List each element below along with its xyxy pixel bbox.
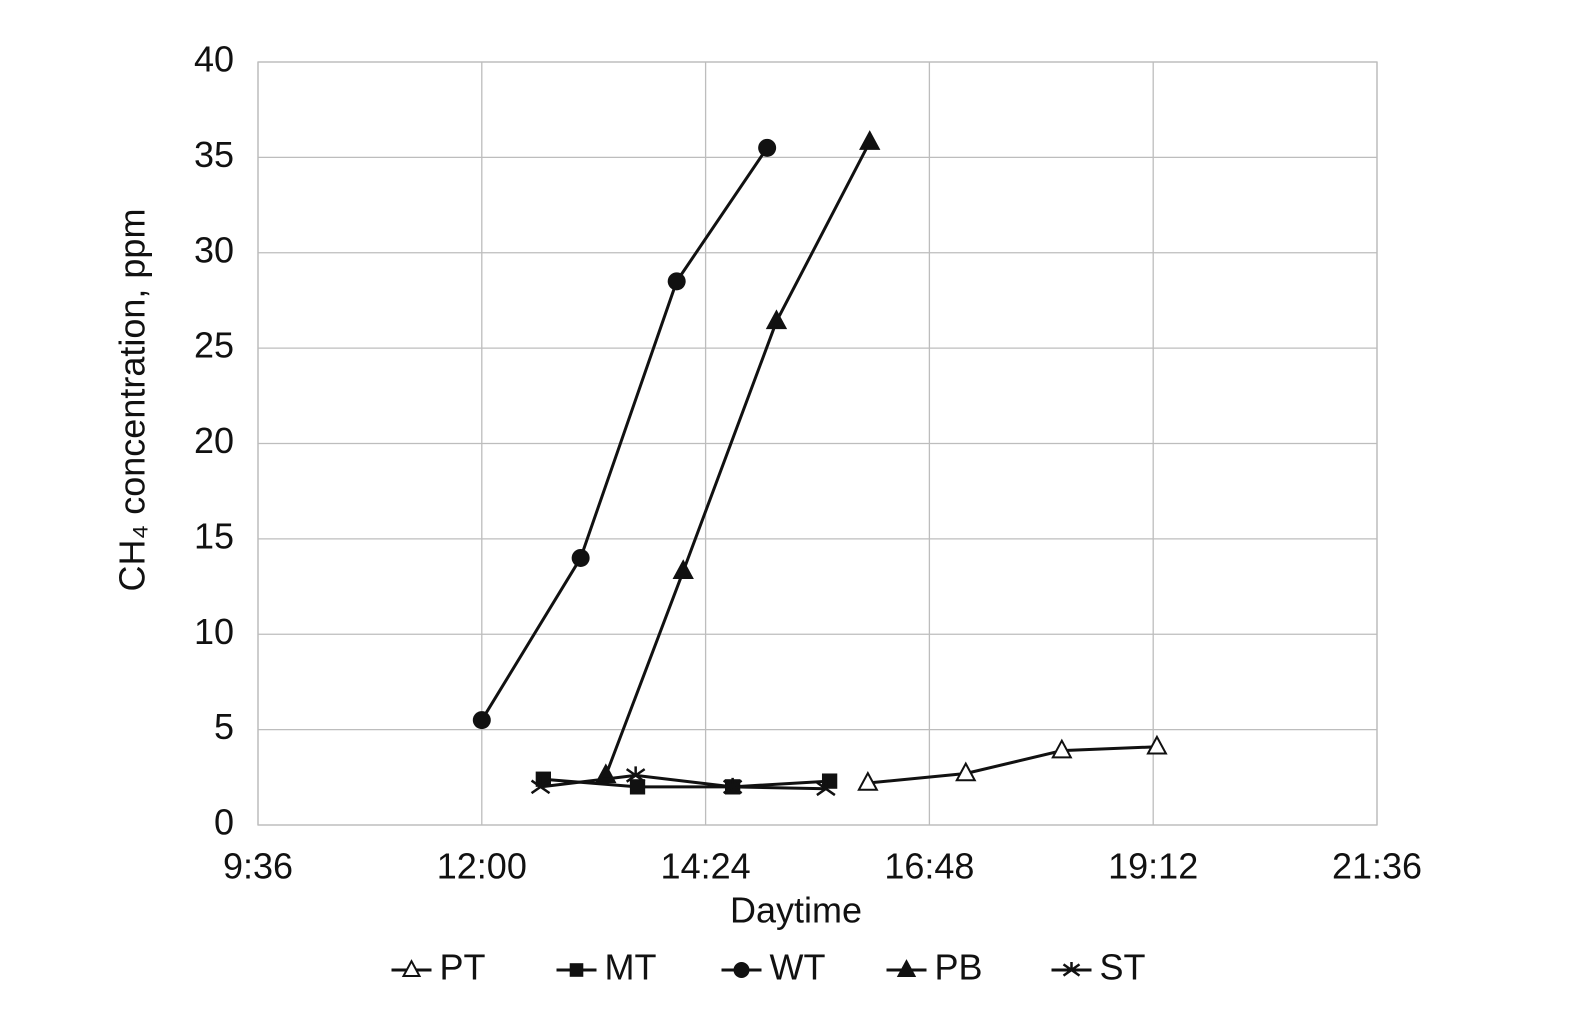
marker (625, 766, 646, 783)
marker (571, 548, 590, 567)
series-line (867, 745, 1157, 785)
y-axis-label: CH₄ concentration, ppm (112, 209, 153, 592)
marker (472, 711, 491, 730)
marker (672, 559, 694, 580)
x-tick-label: 9:36 (223, 846, 293, 887)
legend-marker (896, 959, 917, 977)
marker (816, 779, 836, 797)
marker (955, 761, 977, 782)
y-tick-label: 25 (194, 325, 234, 366)
marker (530, 777, 551, 795)
marker (765, 309, 788, 330)
marker (758, 138, 777, 157)
plot-border (257, 61, 1378, 826)
y-tick-label: 10 (194, 611, 234, 652)
marker (667, 272, 686, 291)
x-tick-label: 12:00 (437, 846, 527, 887)
series-line (480, 146, 769, 721)
legend-marker (1062, 962, 1081, 977)
marker (1051, 738, 1073, 759)
y-tick-label: 35 (194, 134, 234, 175)
marker (629, 779, 646, 795)
x-axis-label: Daytime (730, 890, 862, 931)
series-line (604, 141, 872, 776)
y-tick-label: 15 (194, 515, 234, 556)
legend-label: ST (1100, 947, 1146, 988)
y-tick-label: 0 (214, 802, 234, 843)
y-tick-label: 30 (194, 229, 234, 270)
y-tick-label: 5 (214, 706, 234, 747)
legend-label: PT (440, 947, 486, 988)
marker (857, 771, 879, 791)
legend-label: WT (770, 947, 826, 988)
series-line (540, 773, 826, 791)
legend-label: PB (935, 947, 983, 988)
y-tick-label: 20 (194, 420, 234, 461)
y-tick-label: 40 (194, 39, 234, 80)
marker (859, 130, 881, 150)
x-tick-label: 14:24 (661, 846, 751, 887)
x-tick-label: 16:48 (884, 846, 974, 887)
x-tick-label: 19:12 (1108, 846, 1198, 887)
legend-label: MT (605, 947, 657, 988)
x-tick-label: 21:36 (1332, 846, 1422, 887)
legend-marker (569, 963, 584, 977)
marker (1146, 734, 1168, 755)
marker (722, 777, 743, 795)
series-line (543, 777, 830, 789)
legend-marker (401, 959, 422, 977)
legend-marker (733, 962, 750, 978)
